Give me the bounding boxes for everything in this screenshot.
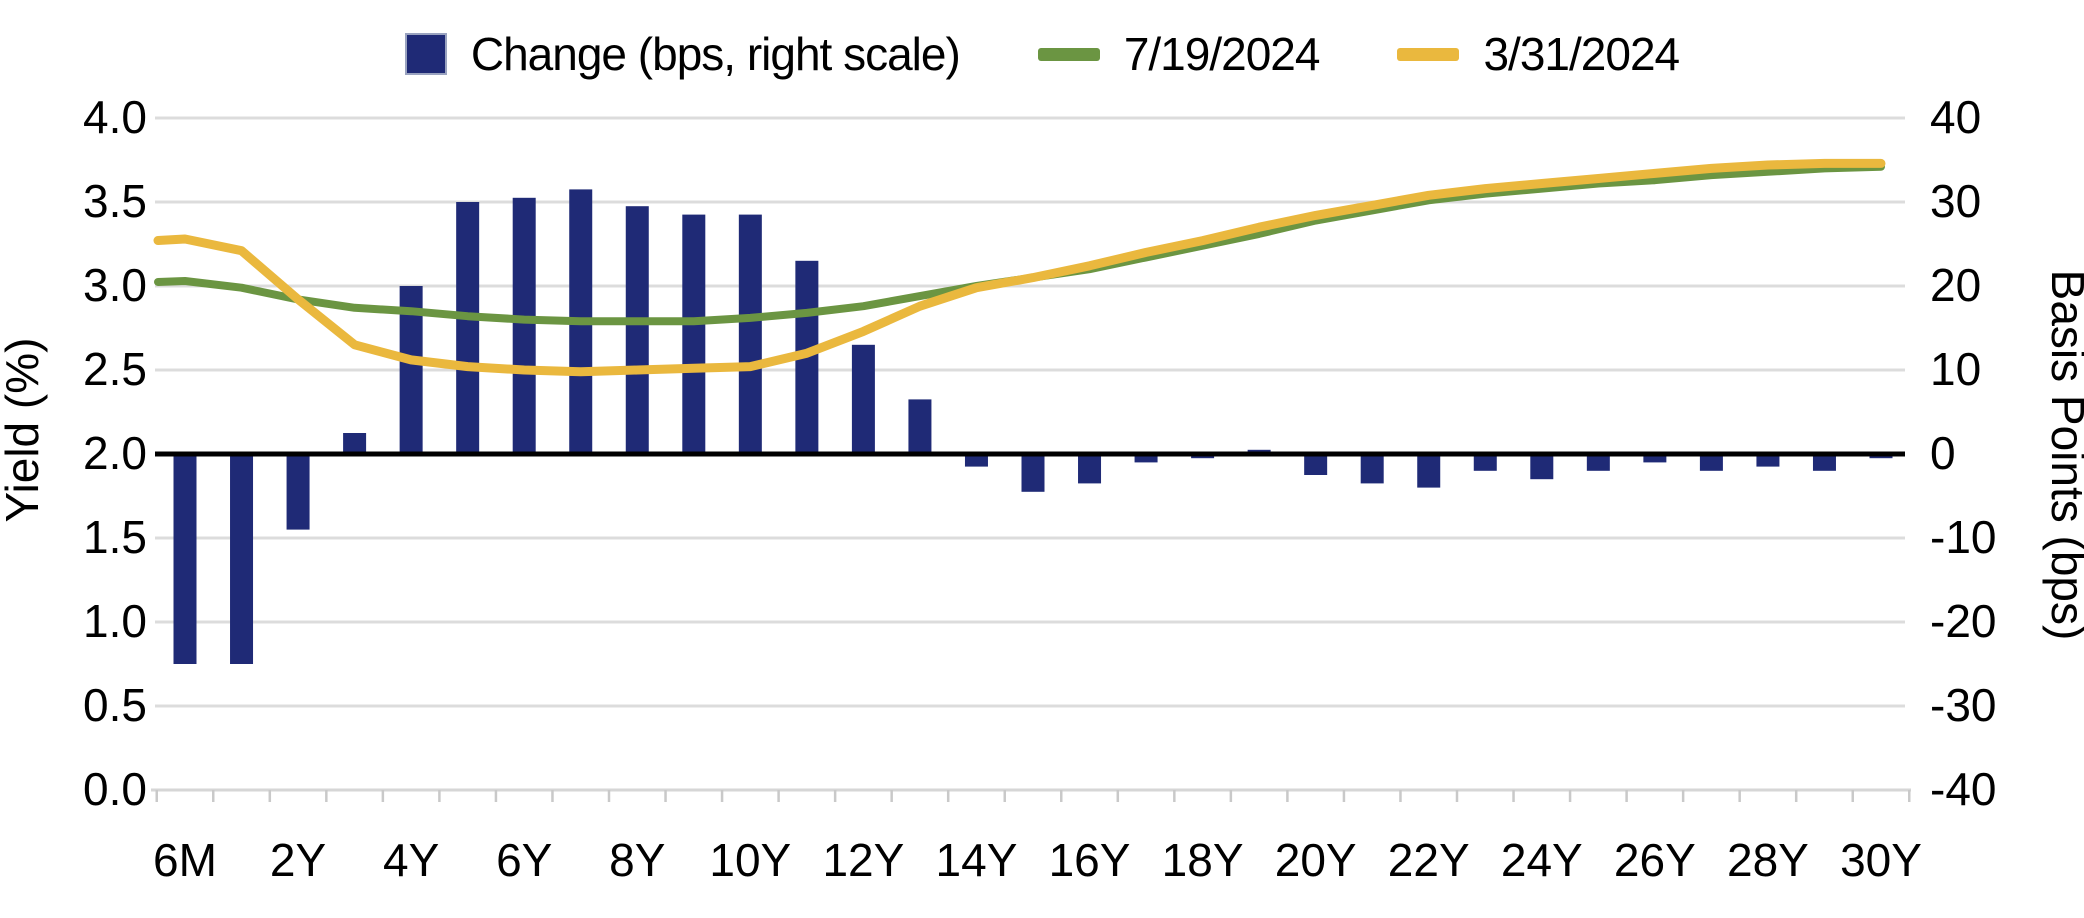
right-axis-tick-label: -20 bbox=[1930, 595, 1996, 647]
x-axis-tick-label: 6Y bbox=[496, 834, 552, 886]
legend-label-july: 7/19/2024 bbox=[1123, 28, 1321, 80]
x-axis-tick-label: 16Y bbox=[1049, 834, 1131, 886]
change-bar bbox=[1812, 454, 1836, 471]
right-axis-tick-label: 20 bbox=[1930, 259, 1981, 311]
change-bar bbox=[1417, 454, 1441, 488]
left-axis-tick-label: 0.0 bbox=[83, 763, 147, 815]
change-bar bbox=[173, 454, 197, 664]
x-axis-tick-label: 4Y bbox=[383, 834, 439, 886]
change-bar bbox=[1473, 454, 1497, 471]
march-line bbox=[153, 158, 1886, 377]
right-axis-tick-label: 30 bbox=[1930, 175, 1981, 227]
right-axis-tick-label: 40 bbox=[1930, 91, 1981, 143]
legend-item-july: 7/19/2024 bbox=[1037, 27, 1321, 81]
chart-legend: Change (bps, right scale) 7/19/2024 3/31… bbox=[0, 22, 2084, 86]
change-bar bbox=[1304, 454, 1328, 475]
right-axis-tick-label: -10 bbox=[1930, 511, 1996, 563]
change-bar bbox=[1643, 454, 1667, 463]
x-axis-tick-label: 20Y bbox=[1275, 834, 1357, 886]
legend-label-change: Change (bps, right scale) bbox=[470, 28, 961, 80]
change-bar bbox=[1699, 454, 1723, 471]
legend-item-march: 3/31/2024 bbox=[1397, 27, 1680, 81]
change-bar bbox=[230, 454, 254, 664]
x-axis-tick-label: 26Y bbox=[1614, 834, 1696, 886]
change-bar bbox=[625, 206, 649, 454]
legend-item-change: Change (bps, right scale) bbox=[404, 27, 961, 81]
x-axis-tick-label: 28Y bbox=[1727, 834, 1809, 886]
change-bar bbox=[851, 344, 875, 454]
left-axis-tick-label: 3.0 bbox=[83, 259, 147, 311]
change-bar bbox=[286, 454, 310, 530]
change-bar bbox=[964, 454, 988, 467]
x-axis-tick-label: 18Y bbox=[1162, 834, 1244, 886]
x-axis-tick-label: 8Y bbox=[609, 834, 665, 886]
change-bar bbox=[1134, 454, 1158, 463]
change-bar bbox=[1021, 454, 1045, 492]
x-axis-tick-label: 6M bbox=[153, 834, 217, 886]
left-axis-tick-label: 2.5 bbox=[83, 343, 147, 395]
change-bar bbox=[1586, 454, 1610, 471]
change-bar bbox=[399, 286, 423, 454]
right-axis-tick-label: 0 bbox=[1930, 427, 1956, 479]
left-axis-tick-label: 4.0 bbox=[83, 91, 147, 143]
change-bar bbox=[1360, 454, 1384, 484]
right-axis-tick-label: -30 bbox=[1930, 679, 1996, 731]
left-axis-tick-label: 1.0 bbox=[83, 595, 147, 647]
change-bar bbox=[738, 214, 762, 454]
left-axis-tick-label: 1.5 bbox=[83, 511, 147, 563]
x-axis-tick-label: 2Y bbox=[270, 834, 326, 886]
change-bar bbox=[1756, 454, 1780, 467]
yellow-line-swatch-icon bbox=[1397, 47, 1460, 61]
change-bar bbox=[682, 214, 706, 454]
x-axis-tick-label: 10Y bbox=[709, 834, 791, 886]
right-axis-tick-label: -40 bbox=[1930, 763, 1996, 815]
x-axis-tick-label: 22Y bbox=[1388, 834, 1470, 886]
legend-label-march: 3/31/2024 bbox=[1483, 28, 1680, 80]
right-axis-tick-label: 10 bbox=[1930, 343, 1981, 395]
green-line-swatch-icon bbox=[1037, 47, 1100, 61]
x-axis-tick-label: 12Y bbox=[822, 834, 904, 886]
left-axis-tick-label: 2.0 bbox=[83, 427, 147, 479]
change-bar bbox=[456, 202, 480, 454]
x-axis-tick-label: 24Y bbox=[1501, 834, 1583, 886]
left-axis-tick-label: 3.5 bbox=[83, 175, 147, 227]
left-axis-tick-label: 0.5 bbox=[83, 679, 147, 731]
x-axis-tick-label: 14Y bbox=[936, 834, 1018, 886]
x-axis-tick-label: 30Y bbox=[1840, 834, 1922, 886]
change-bar bbox=[1530, 454, 1554, 480]
change-bar bbox=[1078, 454, 1102, 484]
right-axis-title: Basis Points (bps) bbox=[2042, 270, 2084, 641]
change-bar bbox=[512, 197, 536, 455]
left-axis-title: Yield (%) bbox=[0, 338, 48, 523]
bar-series-swatch-icon bbox=[404, 33, 447, 75]
change-bar bbox=[343, 433, 367, 454]
change-bar bbox=[908, 399, 932, 454]
